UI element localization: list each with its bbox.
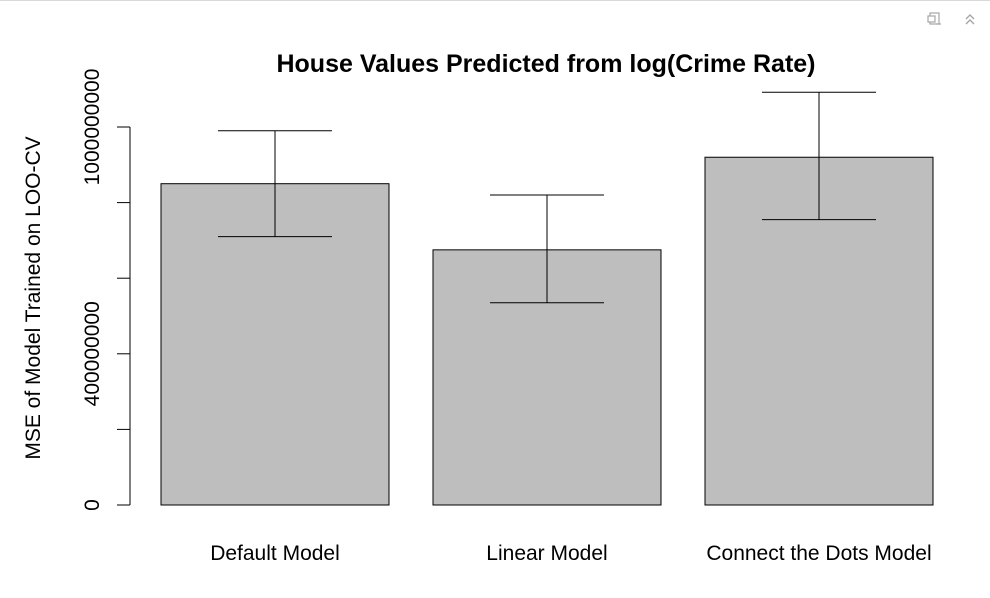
- error-bars-group: [218, 91, 876, 304]
- y-tick-label: 400000000: [81, 301, 104, 406]
- top-divider: [0, 0, 990, 1]
- export-plot-icon[interactable]: [926, 10, 944, 28]
- y-tick-label: 1000000000: [81, 69, 104, 186]
- x-category-label: Connect the Dots Model: [706, 542, 931, 565]
- chart-title: House Values Predicted from log(Crime Ra…: [276, 50, 815, 78]
- y-tick-label: 0: [81, 499, 104, 511]
- x-category-label: Default Model: [210, 542, 340, 565]
- category-labels-group: Default Model Linear Model Connect the Dot…: [210, 542, 931, 565]
- y-axis-label: MSE of Model Trained on LOO-CV: [22, 136, 45, 459]
- bar: [160, 183, 390, 506]
- y-axis: 0 400000000 1000000000: [81, 69, 131, 511]
- collapse-chevrons-icon[interactable]: [961, 10, 979, 28]
- x-category-label: Linear Model: [486, 542, 607, 565]
